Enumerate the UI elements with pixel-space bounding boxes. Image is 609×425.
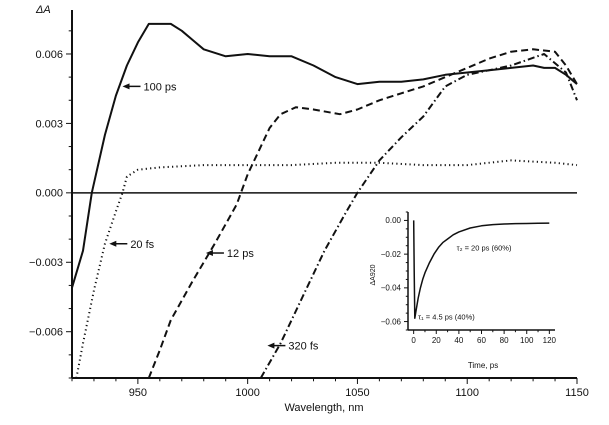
y-tick-label: −0.02: [381, 250, 402, 259]
y-tick-label: 0.006: [35, 49, 63, 61]
inset-x-axis-label: Time, ps: [468, 361, 498, 370]
series-line-100-ps: [71, 22, 578, 288]
arrowhead-icon: [205, 250, 213, 257]
x-tick-label: 1150: [565, 387, 589, 399]
main-plot: 950 1000 1050 1100 1150−0.006−0.0030.0000.00…: [29, 10, 589, 399]
series-label: 20 fs: [130, 239, 154, 251]
inset-y-axis-label: ΔA920: [370, 264, 377, 285]
series-label: 100 ps: [144, 81, 178, 93]
x-tick-label: 950: [129, 387, 147, 399]
x-tick-label: 20: [432, 336, 441, 345]
main-x-axis-label: Wavelength, nm: [284, 402, 363, 414]
y-tick-label: −0.06: [381, 317, 402, 326]
series-line-0: [412, 220, 550, 319]
series-line-12-ps: [147, 48, 578, 379]
y-tick-label: 0.003: [35, 118, 63, 130]
arrowhead-icon: [109, 240, 117, 247]
main-y-axis-label: ΔA: [35, 4, 51, 16]
y-tick-label: 0.00: [385, 216, 401, 225]
x-tick-label: 60: [477, 336, 486, 345]
x-tick-label: 40: [454, 336, 463, 345]
inset-annotation: τ₁ = 4.5 ps (40%): [418, 313, 475, 322]
arrowhead-icon: [122, 83, 130, 90]
x-tick-label: 0: [411, 336, 416, 345]
series-label: 320 fs: [288, 341, 318, 353]
y-tick-label: −0.04: [381, 284, 402, 293]
y-tick-label: −0.003: [29, 257, 63, 269]
series-line-20-fs: [75, 159, 578, 379]
arrowhead-icon: [267, 342, 275, 349]
series-label: 12 ps: [227, 248, 254, 260]
x-tick-label: 1100: [455, 387, 479, 399]
x-tick-label: 80: [500, 336, 509, 345]
x-tick-label: 1050: [345, 387, 369, 399]
x-tick-label: 120: [543, 336, 557, 345]
inset-plot: 0 20 40 60 80 100 120 0.00 −0.02 −0.04 −0.06 τ₂ = 2…: [381, 211, 557, 345]
x-tick-label: 100: [520, 336, 534, 345]
y-tick-label: −0.006: [29, 327, 63, 339]
y-tick-label: 0.000: [35, 188, 63, 200]
x-tick-label: 1000: [235, 387, 259, 399]
inset-annotation: τ₂ = 20 ps (60%): [457, 243, 512, 252]
series-line-320-fs: [259, 53, 578, 379]
